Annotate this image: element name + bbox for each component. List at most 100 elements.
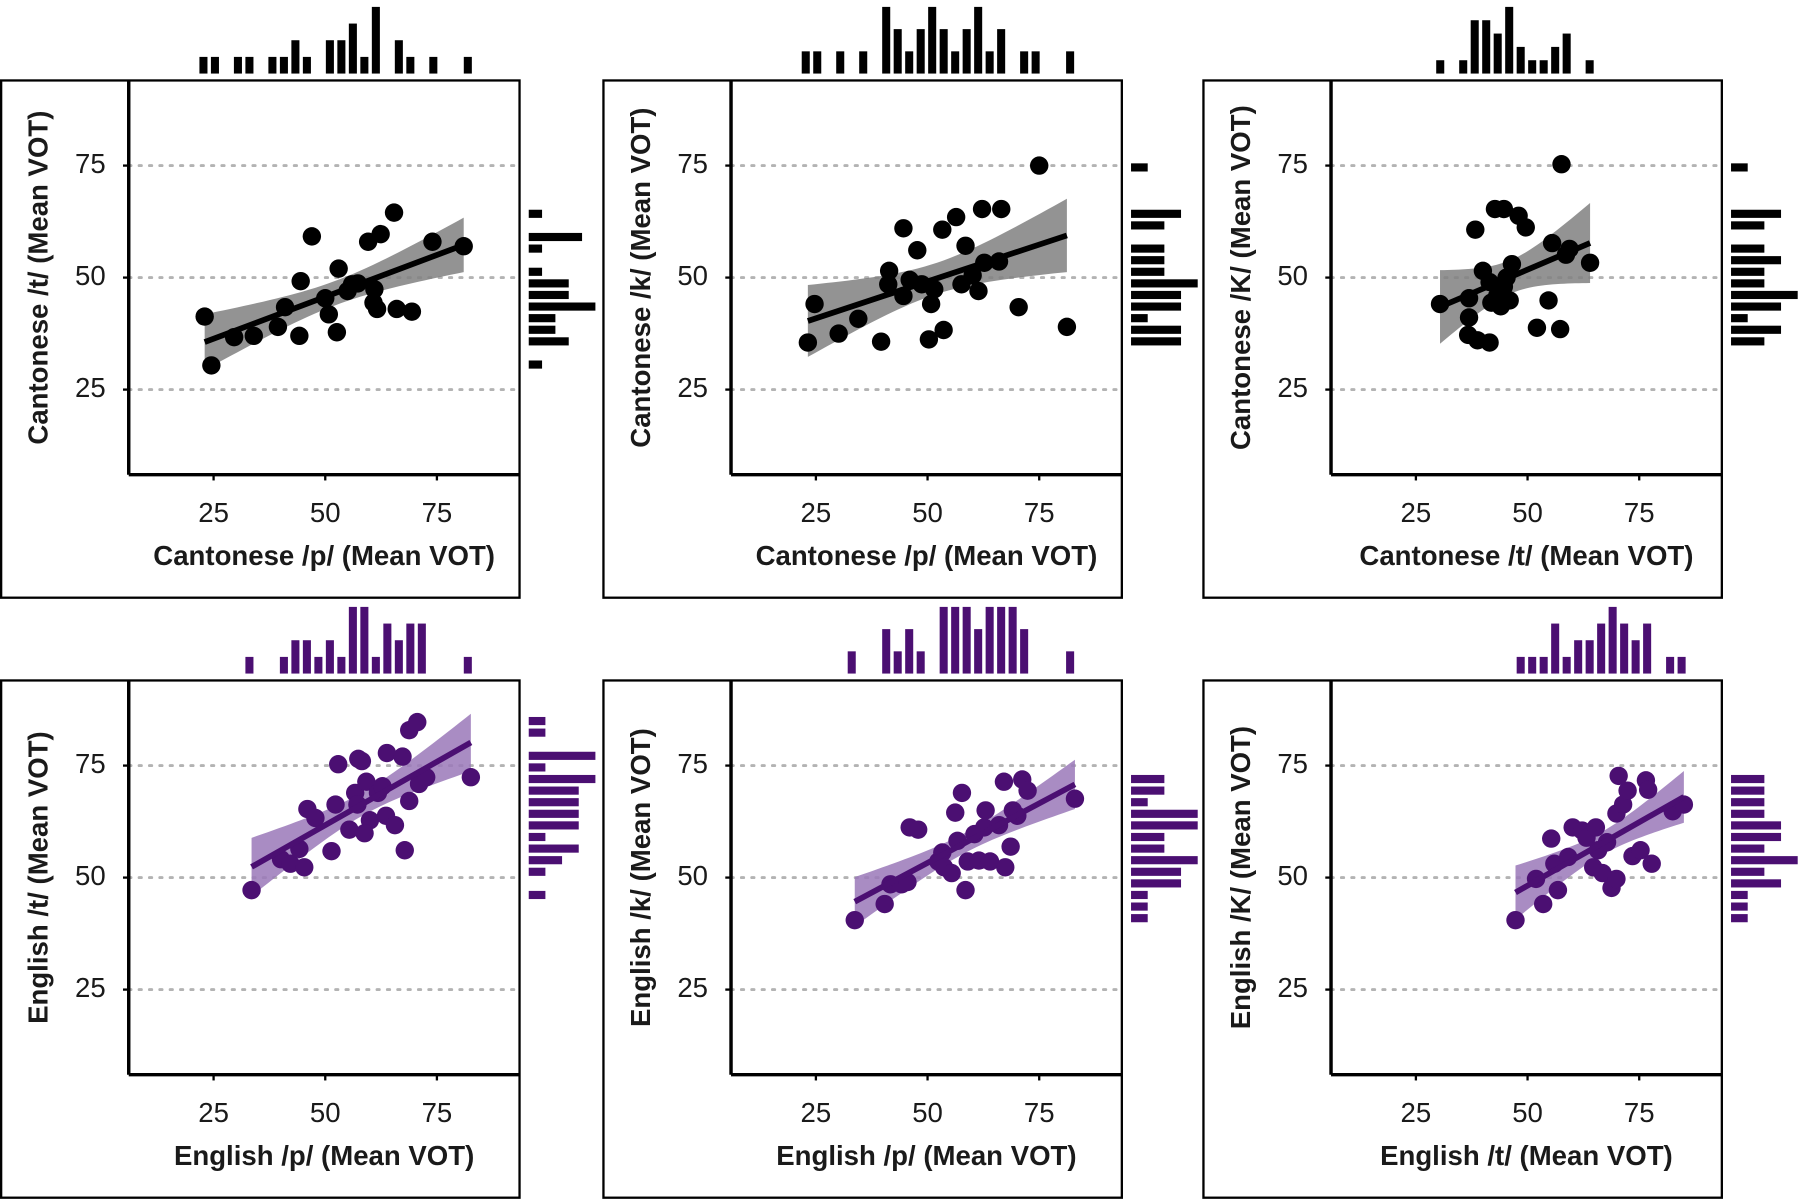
data-point (996, 858, 1015, 877)
x-tick-label: 50 (1512, 497, 1543, 528)
y-marginal-bar (528, 244, 543, 253)
x-tick-label: 75 (1024, 497, 1055, 528)
data-point (1533, 894, 1553, 914)
data-point (879, 275, 898, 294)
data-point (1494, 199, 1514, 219)
x-tick-label: 75 (422, 1097, 453, 1128)
y-marginal-bar (528, 867, 546, 876)
data-point (291, 271, 310, 291)
data-point (1552, 155, 1571, 174)
x-axis-title: Cantonese /p/ (Mean VOT) (756, 540, 1098, 571)
y-axis-title: Cantonese /K/ (Mean VOT) (1225, 105, 1256, 450)
x-marginal-bar (939, 606, 948, 674)
data-point (1586, 818, 1606, 837)
y-marginal-bar (1731, 879, 1782, 888)
y-marginal-bar (528, 325, 556, 334)
x-marginal-bar (916, 29, 925, 74)
x-marginal-bar (199, 56, 208, 74)
data-point (1500, 291, 1519, 310)
x-marginal-bar (1666, 656, 1675, 674)
x-axis-title: English /p/ (Mean VOT) (776, 1140, 1076, 1171)
y-marginal-bar (1731, 774, 1765, 784)
y-marginal-bar (528, 832, 546, 842)
y-marginal-bar (1731, 279, 1765, 288)
y-marginal-bar (528, 786, 579, 795)
x-tick-label: 50 (912, 1097, 943, 1128)
x-tick-label: 50 (1512, 1097, 1543, 1128)
x-marginal-bar (1551, 623, 1560, 674)
data-point (244, 326, 263, 346)
y-marginal-bar (528, 774, 596, 784)
x-marginal-bar (813, 51, 822, 74)
x-marginal-bar (394, 40, 403, 74)
x-tick-label: 75 (1024, 1097, 1055, 1128)
panel: 25 50 75 25 50 75 Cantonese /p/ (Mean VOT) Cant… (602, 6, 1198, 599)
data-point (1009, 297, 1028, 317)
y-marginal-bar (1131, 879, 1182, 888)
data-point (1542, 829, 1561, 848)
x-axis-title: English /p/ (Mean VOT) (174, 1140, 474, 1171)
data-point (281, 854, 300, 873)
y-marginal-bar (1731, 867, 1765, 876)
x-marginal-bar (463, 656, 472, 674)
x-marginal-bar (348, 23, 357, 74)
y-marginal-bar (528, 290, 569, 300)
y-marginal-bar (1131, 902, 1148, 911)
x-marginal-bar (1505, 6, 1514, 74)
data-point (1480, 333, 1499, 352)
data-point (946, 803, 965, 822)
y-marginal-bar (1731, 844, 1765, 853)
data-point (921, 294, 941, 314)
x-marginal-bar (291, 40, 300, 74)
data-point (367, 299, 387, 319)
y-axis-title: Cantonese /k/ (Mean VOT) (625, 107, 656, 447)
x-marginal-bar (1585, 640, 1594, 674)
y-tick-label: 25 (75, 972, 106, 1003)
panel-frame (0, 79, 521, 599)
data-point (919, 330, 939, 349)
x-marginal-bar (337, 40, 346, 74)
x-marginal-bar (916, 651, 925, 674)
x-marginal-bar (974, 6, 983, 74)
y-marginal-bar (528, 844, 579, 853)
x-tick-label: 25 (801, 1097, 832, 1128)
x-marginal-bar (279, 56, 288, 74)
panel: 25 50 75 25 50 75 Cantonese /t/ (Mean VOT) Cant… (1202, 6, 1798, 599)
data-point (805, 294, 824, 314)
data-point (322, 841, 341, 861)
panel: 25 50 75 25 50 75 English /p/ (Mean VOT) Englis… (602, 606, 1198, 1199)
data-point (849, 309, 868, 328)
data-point (365, 280, 384, 299)
x-marginal-bar (1031, 51, 1040, 74)
x-tick-label: 25 (198, 497, 229, 528)
y-marginal-bar (1731, 786, 1765, 795)
data-point (946, 207, 966, 227)
x-marginal-bar (429, 56, 438, 74)
y-marginal-bar (1731, 856, 1798, 865)
data-point (1057, 317, 1077, 337)
y-tick-label: 75 (1277, 748, 1308, 779)
x-marginal-bar (1493, 33, 1502, 74)
y-marginal-bar (1131, 302, 1182, 311)
y-marginal-bar (1131, 914, 1148, 923)
x-marginal-bar (302, 640, 311, 674)
x-marginal-bar (1528, 60, 1537, 74)
data-point (242, 880, 261, 900)
x-marginal-bar (1066, 51, 1075, 74)
data-point (942, 863, 961, 883)
panel: 25 50 75 25 50 75 Cantonese /p/ (Mean VOT) Cant… (0, 6, 596, 599)
data-point (384, 203, 404, 222)
y-tick-label: 50 (75, 260, 106, 291)
y-marginal-bar (1131, 256, 1165, 265)
data-point (908, 820, 928, 839)
x-tick-label: 75 (422, 497, 453, 528)
x-marginal-bar (985, 606, 994, 674)
trend-line (250, 739, 473, 870)
data-point (408, 712, 427, 732)
x-tick-label: 50 (912, 497, 943, 528)
y-axis-title: Cantonese /t/ (Mean VOT) (23, 111, 54, 445)
y-marginal-bar (528, 209, 543, 218)
trend-line (853, 781, 1077, 905)
x-marginal-bar (417, 623, 426, 674)
